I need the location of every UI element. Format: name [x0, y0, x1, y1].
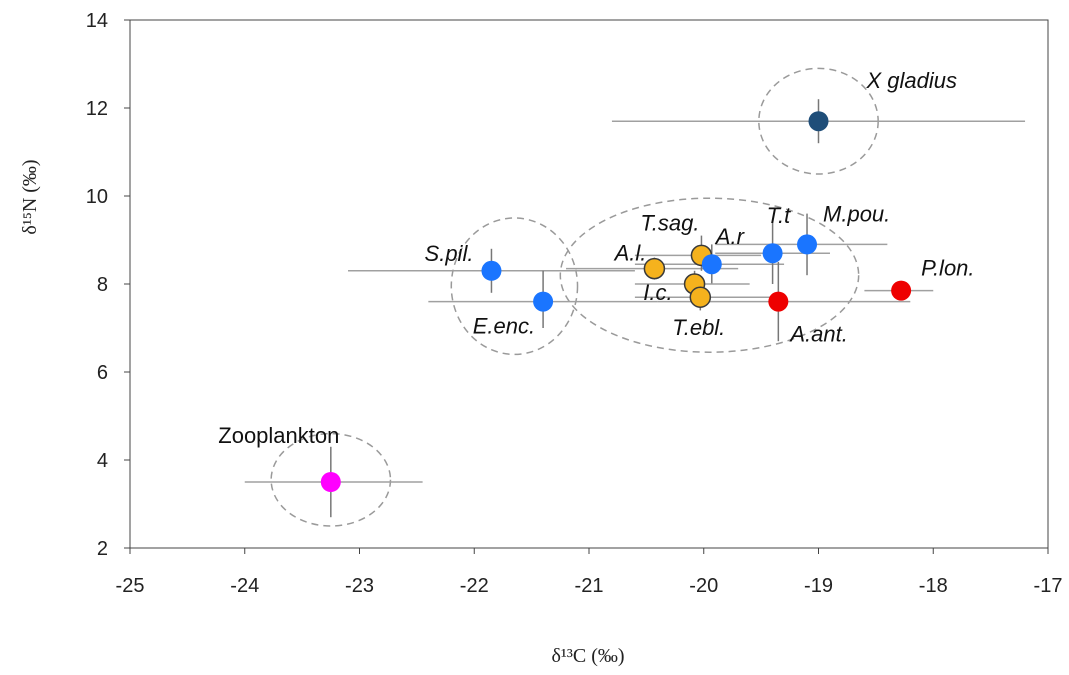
point-label: X gladius — [866, 68, 958, 93]
point-label: S.pil. — [425, 241, 474, 266]
point-label: T.ebl. — [672, 315, 725, 340]
point-label: E.enc. — [473, 314, 535, 339]
data-point — [533, 291, 554, 312]
data-point — [768, 291, 789, 312]
x-tick-label: -24 — [230, 575, 259, 597]
data-point — [797, 234, 818, 255]
x-axis-title: δ¹³C (‰) — [551, 645, 624, 667]
point-label: A.l. — [613, 241, 647, 266]
point-label: Zooplankton — [218, 423, 339, 448]
y-tick-label: 6 — [97, 362, 108, 384]
point-label: I.c. — [643, 280, 672, 305]
x-tick-label: -20 — [689, 575, 718, 597]
x-tick-label: -18 — [919, 575, 948, 597]
y-tick-label: 4 — [97, 450, 108, 472]
point-label: T.sag. — [640, 210, 699, 235]
data-point — [762, 243, 783, 264]
error-bars — [244, 99, 1026, 518]
data-points — [320, 111, 912, 492]
data-point — [891, 280, 912, 301]
data-point — [689, 286, 712, 308]
point-label: A.ant. — [788, 322, 847, 347]
data-point — [481, 260, 502, 281]
y-tick-label: 10 — [86, 186, 108, 208]
x-tick-label: -19 — [804, 575, 833, 597]
point-label: A.r — [714, 224, 746, 249]
x-tick-label: -17 — [1034, 575, 1063, 597]
data-point — [320, 472, 341, 492]
y-tick-label: 12 — [86, 98, 108, 120]
y-tick-label: 14 — [86, 10, 108, 32]
x-tick-label: -25 — [116, 575, 145, 597]
cluster-ellipse — [270, 432, 392, 527]
plot-frame — [129, 19, 1049, 549]
data-point — [643, 257, 666, 280]
point-label: M.pou. — [823, 201, 890, 226]
x-tick-label: -23 — [345, 575, 374, 597]
data-point — [808, 111, 829, 132]
x-tick-label: -21 — [575, 575, 604, 597]
data-point — [701, 254, 722, 275]
cluster-ellipse — [559, 197, 860, 353]
point-label: T.t — [767, 203, 792, 228]
point-labels: X gladiusS.pil.E.enc.A.l.T.sag.A.rI.c.T.… — [218, 68, 974, 448]
x-tick-label: -22 — [460, 575, 489, 597]
cluster-ellipse — [450, 217, 579, 356]
point-label: P.lon. — [921, 256, 974, 281]
y-tick-label: 2 — [97, 538, 108, 560]
y-tick-label: 8 — [97, 274, 108, 296]
tick-labels: -25 -24 -23 -22 -21 -20 -19 -18 -17 2 4 6 8 10 12 14 — [86, 10, 1063, 597]
axes — [124, 19, 1049, 554]
y-axis-title: δ¹⁵N (‰) — [19, 159, 41, 234]
